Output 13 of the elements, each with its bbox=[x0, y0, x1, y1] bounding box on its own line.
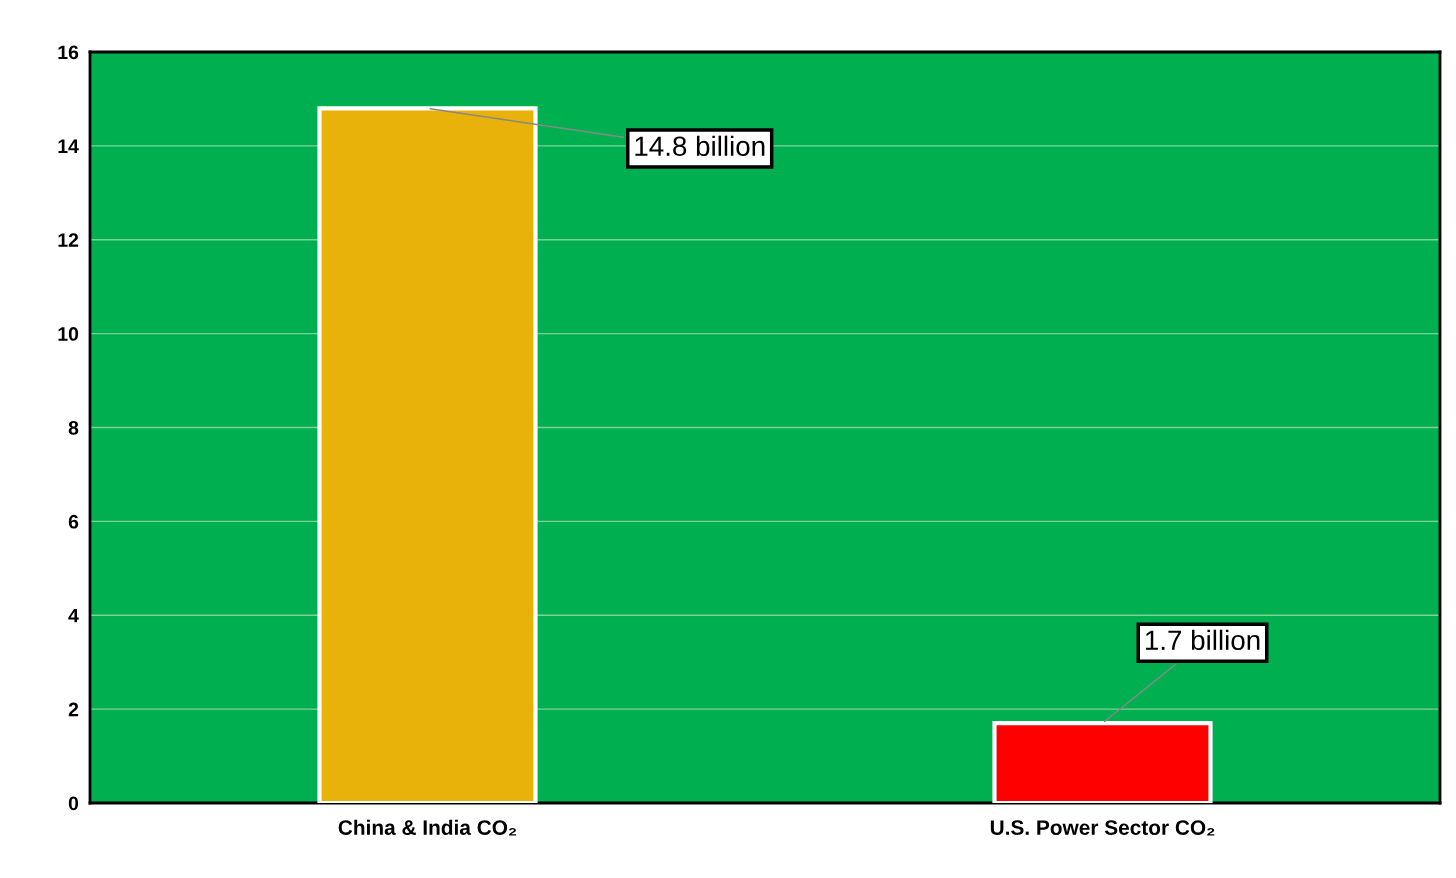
y-tick-label: 12 bbox=[58, 233, 79, 247]
y-tick-label: 2 bbox=[68, 702, 79, 717]
y-tick-label: 16 bbox=[58, 45, 79, 60]
y-tick-label: 14 bbox=[58, 139, 79, 153]
y-tick-label: 4 bbox=[68, 608, 79, 623]
data-label: 1.7 billion bbox=[1145, 629, 1260, 651]
y-tick-label: 0 bbox=[68, 796, 79, 811]
x-tick-label: U.S. Power Sector CO₂ bbox=[990, 820, 1215, 836]
y-tick-label: 8 bbox=[68, 420, 79, 435]
x-tick-label: China & India CO₂ bbox=[338, 819, 517, 836]
y-tick-label: 6 bbox=[68, 514, 79, 529]
data-label: 14.8 billion bbox=[635, 135, 765, 157]
y-tick-label: 10 bbox=[58, 327, 79, 341]
